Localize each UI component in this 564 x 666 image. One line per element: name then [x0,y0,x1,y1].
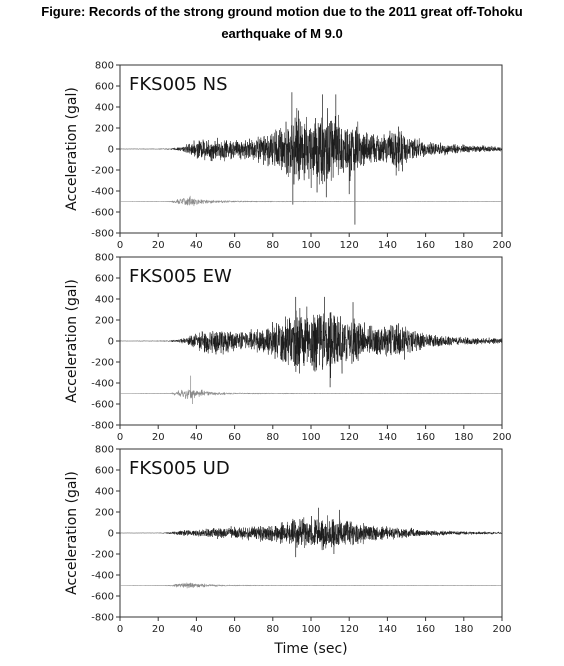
y-tick-label: 0 [108,529,114,540]
y-tick-label: 400 [95,103,114,114]
reference-trace [119,582,503,589]
x-axis-label: Time (sec) [273,641,347,657]
y-axis-label: Acceleration (gal) [64,87,80,211]
station-label: FKS005 EW [129,266,232,287]
x-tick-label: 120 [340,432,359,443]
x-tick-label: 180 [454,240,473,251]
x-tick-label: 200 [492,624,511,635]
y-tick-label: 600 [95,82,114,93]
y-tick-label: 600 [95,274,114,285]
x-tick-label: 160 [416,240,435,251]
y-tick-label: 400 [95,295,114,306]
y-tick-label: -200 [91,166,114,177]
x-tick-label: 100 [301,432,320,443]
x-tick-label: 0 [117,432,123,443]
acceleration-trace [119,306,503,379]
x-tick-label: 20 [152,624,165,635]
y-tick-label: -200 [91,358,114,369]
y-tick-label: -800 [91,421,114,432]
y-tick-label: 800 [95,253,114,264]
y-tick-label: 600 [95,466,114,477]
x-tick-label: 120 [340,624,359,635]
y-tick-label: 0 [108,337,114,348]
x-tick-label: 160 [416,624,435,635]
figure-title-line1: Figure: Records of the strong ground mot… [41,4,523,19]
y-tick-label: 200 [95,124,114,135]
x-tick-label: 200 [492,432,511,443]
x-tick-label: 20 [152,240,165,251]
x-tick-label: 120 [340,240,359,251]
acceleration-trace [119,515,503,551]
x-tick-label: 60 [228,624,241,635]
x-tick-label: 20 [152,432,165,443]
x-tick-label: 140 [378,240,397,251]
x-tick-label: 80 [266,432,279,443]
figure-title-line2: earthquake of M 9.0 [221,26,343,41]
x-tick-label: 60 [228,432,241,443]
y-tick-label: -600 [91,400,114,411]
y-tick-label: -400 [91,379,114,390]
y-tick-label: 200 [95,316,114,327]
x-tick-label: 40 [190,624,203,635]
station-label: FKS005 UD [129,458,230,479]
x-tick-label: 0 [117,624,123,635]
x-tick-label: 80 [266,240,279,251]
y-tick-label: -800 [91,229,114,240]
y-tick-label: 400 [95,487,114,498]
y-tick-label: -800 [91,613,114,624]
y-tick-label: -400 [91,571,114,582]
x-tick-label: 40 [190,432,203,443]
x-tick-label: 140 [378,624,397,635]
y-tick-label: -600 [91,208,114,219]
station-label: FKS005 NS [129,74,228,95]
reference-trace [119,195,503,207]
y-tick-label: -400 [91,187,114,198]
y-tick-label: 800 [95,61,114,72]
x-tick-label: 180 [454,432,473,443]
y-axis-label: Acceleration (gal) [64,471,80,595]
acceleration-trace [119,107,503,193]
reference-trace [119,389,503,399]
x-tick-label: 60 [228,240,241,251]
y-tick-label: -200 [91,550,114,561]
x-tick-label: 100 [301,624,320,635]
y-tick-label: 800 [95,445,114,456]
y-tick-label: 200 [95,508,114,519]
x-tick-label: 100 [301,240,320,251]
x-tick-label: 200 [492,240,511,251]
y-tick-label: 0 [108,145,114,156]
x-tick-label: 40 [190,240,203,251]
x-tick-label: 0 [117,240,123,251]
x-tick-label: 80 [266,624,279,635]
y-tick-label: -600 [91,592,114,603]
x-tick-label: 180 [454,624,473,635]
x-tick-label: 140 [378,432,397,443]
y-axis-label: Acceleration (gal) [64,279,80,403]
x-tick-label: 160 [416,432,435,443]
